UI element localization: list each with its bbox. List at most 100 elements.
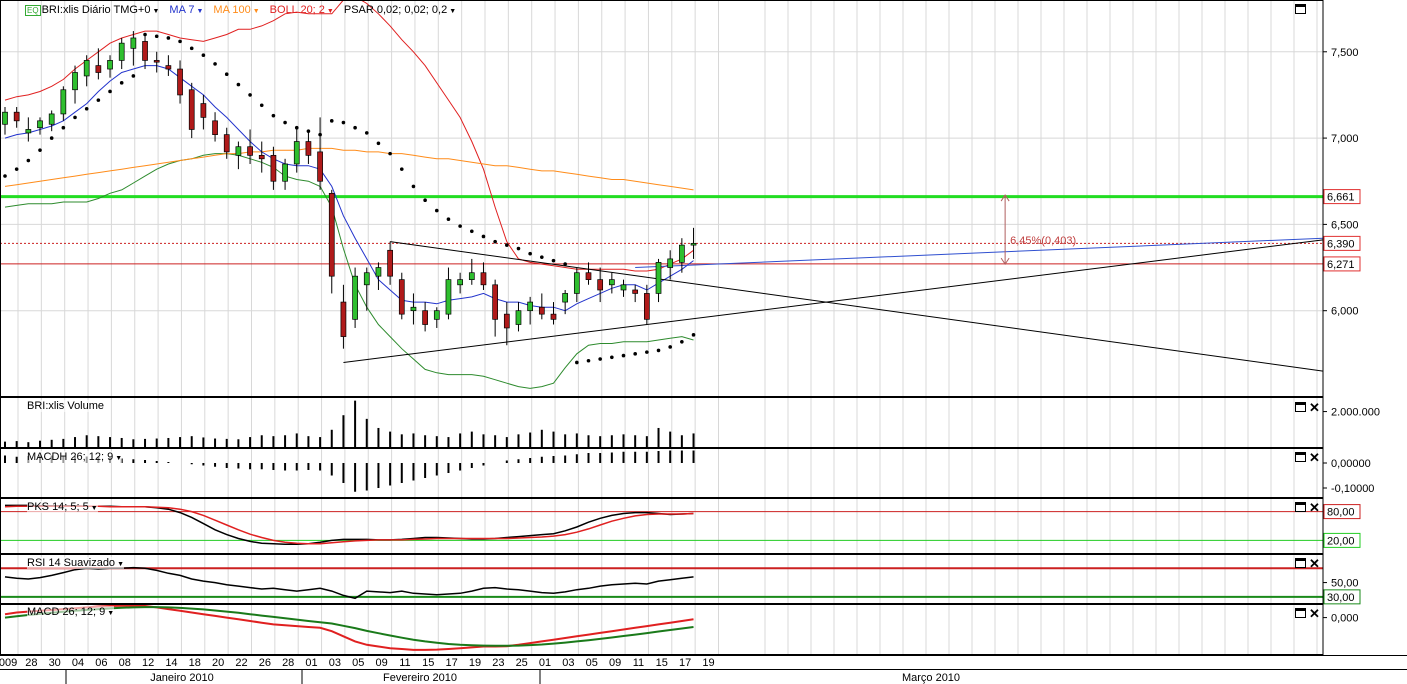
maximize-macdh-panel-icon[interactable] [1295,452,1306,462]
volume-panel-title[interactable]: BRI:xlis Volume [27,400,105,412]
candle-body [235,146,242,156]
x-tick-label: 08 [119,657,131,669]
maximize-price-panel-icon[interactable] [1295,4,1306,14]
x-axis: 009 28 30 04 06 08 12 14 18 20 22 26 28 01 03 05 09 11 15 1… [0,657,960,684]
psar-dot [119,81,124,85]
psar-dot [213,62,217,66]
psar-dot [376,141,381,146]
x-tick-label: 17 [679,657,691,669]
psar-dot [528,251,532,256]
psar-dot [271,113,276,118]
close-volume-panel-icon[interactable]: ✕ [1309,400,1320,415]
panel-border [0,498,1324,554]
panel-border [0,0,1324,397]
chevron-down-icon: ▼ [196,8,204,15]
psar-dot [691,333,696,337]
x-tick-label: 18 [189,657,201,669]
close-pks-panel-icon[interactable]: ✕ [1309,500,1320,515]
psar-dot [645,350,649,354]
psar-dot [84,106,89,111]
x-tick-label: 05 [586,657,598,669]
panel-border [0,448,1324,498]
psar-dot [470,229,474,234]
candle-body [679,244,685,263]
macd-signal-line [4,606,694,647]
measure-arrow-icon [1000,257,1010,265]
psar-dot [668,345,672,349]
psar-dot [656,348,661,353]
psar-dot [353,125,357,130]
candle-body [398,279,405,315]
ma7-indicator[interactable]: MA 7 ▼ [169,4,203,16]
close-rsi-panel-icon[interactable]: ✕ [1309,556,1320,571]
rsi-line [4,566,694,600]
rsi-panel-title[interactable]: RSI 14 Suavizado ▼ [27,557,124,569]
maximize-volume-panel-icon[interactable] [1295,402,1306,412]
candle-body [2,111,8,125]
pks-axis-label-box [1323,504,1361,520]
candle-body [573,272,580,294]
candle-body [177,68,183,96]
trendline [390,241,1324,372]
pks-panel-title[interactable]: PKS 14; 5; 5 ▼ [27,501,98,513]
x-tick-label: 04 [72,657,84,669]
candle-body [72,72,78,91]
x-tick-label: 30 [49,657,61,669]
x-tick-label: 28 [25,657,37,669]
x-tick-label: 17 [446,657,458,669]
macdh-panel-title[interactable]: MACDH 26; 12; 9 ▼ [27,451,123,463]
symbol-selector[interactable]: EQ BRI:xlis Diário TMG+0 ▼ [25,4,159,16]
macdh-panel-label: MACDH 26; 12; 9 [27,451,114,463]
ma7-line [4,65,694,312]
maximize-macd-panel-icon[interactable] [1295,608,1306,618]
macd-axis-label: 0,000 [1331,613,1359,625]
candle-body [667,258,674,268]
chevron-down-icon: ▼ [152,8,160,15]
psar-indicator[interactable]: PSAR 0,02; 0,02; 0,2 ▼ [344,4,456,16]
boll-lower-line [4,153,694,389]
boll-indicator[interactable]: BOLL 20; 2 ▼ [270,4,334,16]
x-tick-label: 19 [702,657,714,669]
measure-arrow-icon [1000,194,1010,202]
pks-axis-label: 80,00 [1327,507,1355,519]
psar-dot [610,355,614,360]
psar-dot [481,234,486,239]
candle-body [422,310,428,325]
candle-body [410,306,417,312]
ma100-indicator[interactable]: MA 100 ▼ [213,4,259,16]
maximize-rsi-panel-icon[interactable] [1295,558,1306,568]
chart-header: EQ BRI:xlis Diário TMG+0 ▼ MA 7 ▼ MA 100 ▼ B… [25,3,456,17]
close-macdh-panel-icon[interactable]: ✕ [1309,450,1320,465]
measure-label: 6,45%(0,403) [1010,235,1076,247]
macd-panel-title[interactable]: MACD 26; 12; 9 ▼ [27,606,115,618]
candle-body [212,120,218,135]
candle-body [597,279,604,291]
price-level-tag-box [1323,256,1361,272]
close-macd-panel-icon[interactable]: ✕ [1309,606,1320,621]
trendline [635,237,1324,269]
psar-dot [61,125,66,130]
x-tick-label: 15 [422,657,434,669]
psar-dot [96,98,101,102]
psar-dot [201,53,206,58]
candle-body [620,284,627,291]
candle-body [293,141,300,165]
candle-body [632,289,639,294]
psar-dot [540,255,544,259]
psar-dot [411,184,416,189]
x-tick-label: 12 [142,657,154,669]
chevron-down-icon: ▼ [326,8,334,15]
candle-body [48,113,55,125]
candle-body [608,279,615,286]
psar-dot [505,243,509,247]
candle-body [282,163,288,182]
psar-dot [446,217,451,222]
psar-dot [283,120,287,125]
psar-dot [598,357,602,361]
price-level-tag-box [1323,189,1361,205]
maximize-pks-panel-icon[interactable] [1295,502,1306,512]
candle-body [153,60,160,63]
candle-body [643,293,650,320]
price-level-tag: 6,271 [1327,259,1355,271]
